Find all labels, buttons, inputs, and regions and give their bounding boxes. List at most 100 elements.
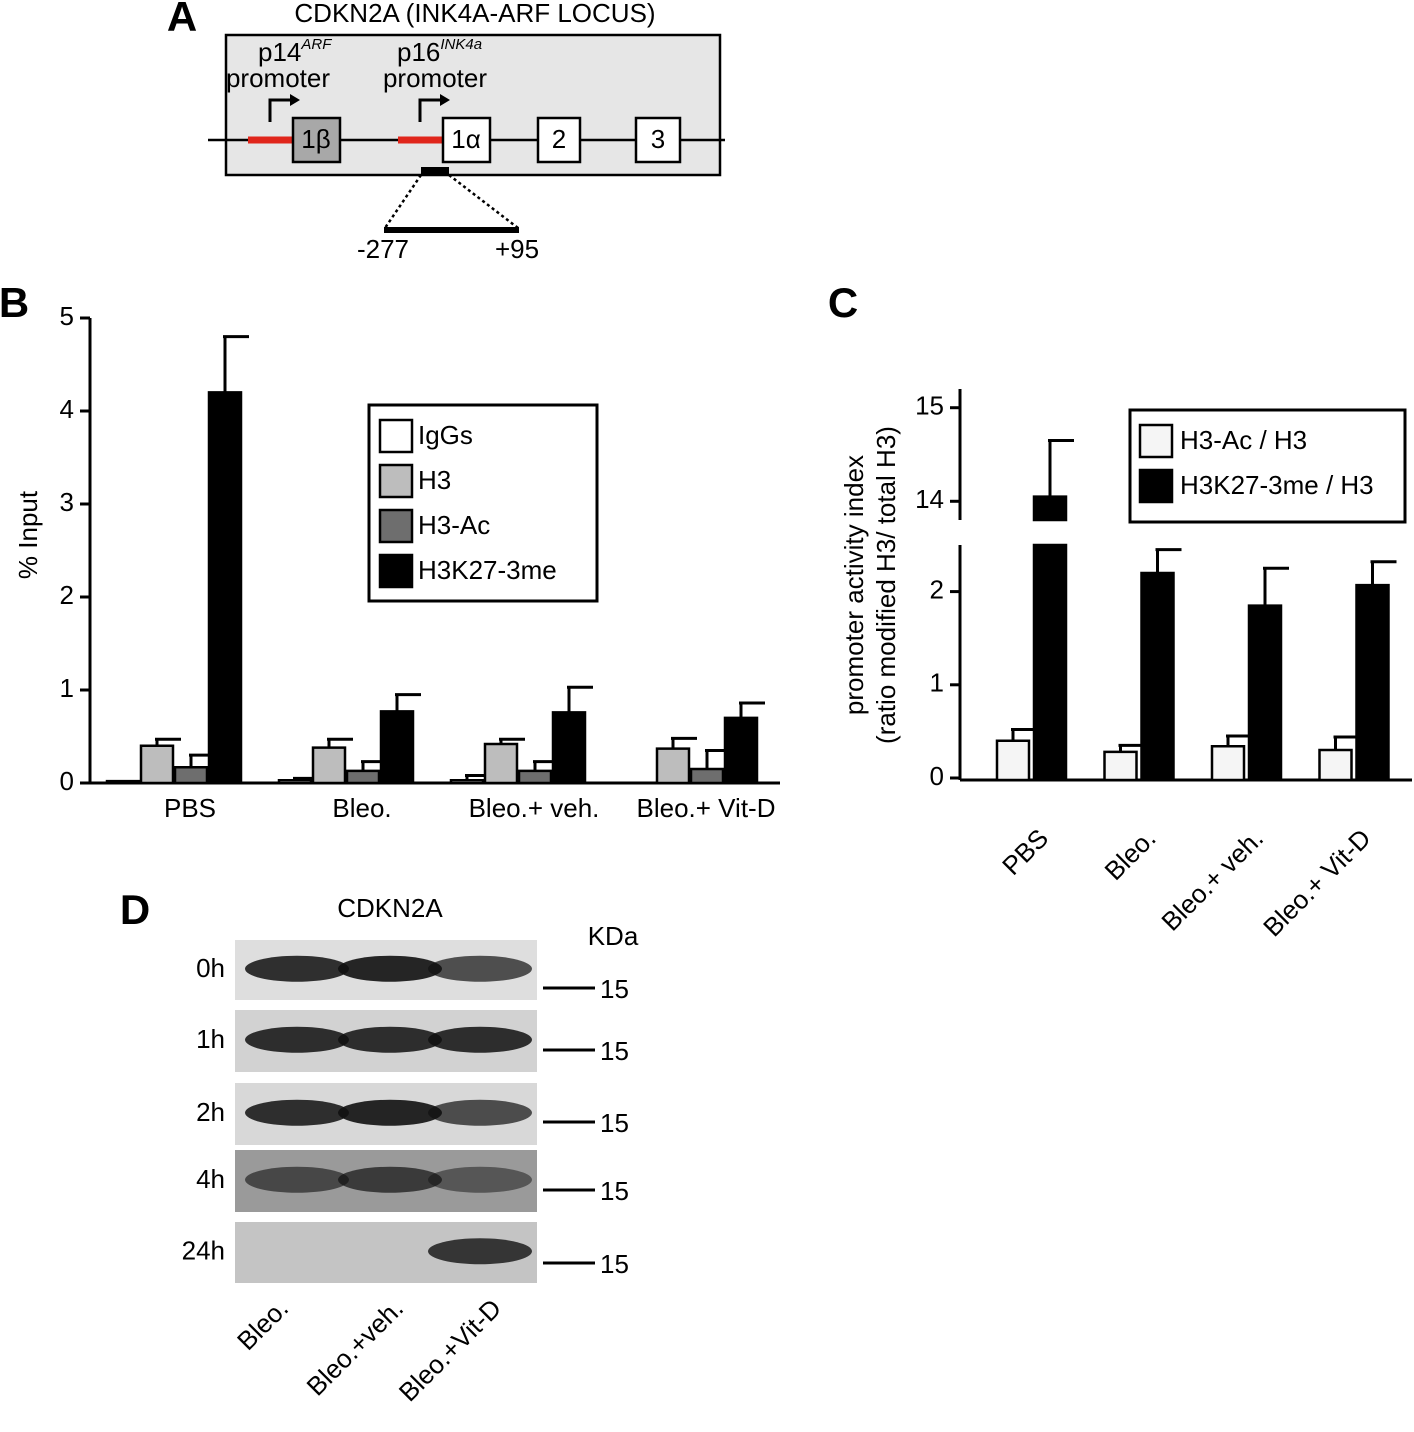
error-bar	[739, 701, 765, 718]
error-bar	[1118, 743, 1145, 752]
bar	[379, 710, 415, 785]
y-tick-label: 14	[915, 484, 944, 514]
locus-diagram: CDKN2A (INK4A-ARF LOCUS) 1β 1α 2 3 p14AR…	[208, 0, 725, 264]
protein-band	[428, 1026, 532, 1053]
tss-arrow	[418, 98, 442, 122]
y-axis-title: % Input	[13, 490, 43, 579]
superscript: INK4a	[440, 36, 482, 53]
legend-label: H3	[418, 465, 451, 495]
exon-label: 1β	[301, 124, 330, 154]
protein-band	[428, 955, 532, 982]
protein-band	[245, 1099, 349, 1126]
blot-title: CDKN2A	[337, 893, 443, 923]
y-tick-label: 1	[930, 668, 944, 698]
bar	[1103, 750, 1138, 782]
y-tick-label: 1	[60, 673, 74, 703]
y-tick-label: 0	[60, 766, 74, 796]
error-bar	[499, 737, 525, 744]
panel-label: A	[167, 0, 197, 40]
bar	[1318, 748, 1353, 782]
bar	[207, 391, 243, 785]
bar	[723, 716, 759, 785]
time-label: 24h	[182, 1235, 225, 1265]
time-label: 1h	[196, 1024, 225, 1054]
marker-label: 15	[600, 1036, 629, 1066]
superscript: ARF	[300, 36, 332, 53]
bar	[995, 739, 1031, 782]
marker-label: 15	[600, 1176, 629, 1206]
coordinate: +95	[495, 234, 539, 264]
promoter-label: promoter	[226, 63, 330, 93]
x-tick-label: PBS	[164, 793, 216, 823]
amplicon	[421, 167, 449, 175]
legend-label: H3-Ac	[418, 510, 490, 540]
panel-label: D	[120, 886, 150, 933]
y-tick-label: 2	[60, 580, 74, 610]
protein-band	[338, 955, 442, 982]
protein-band	[428, 1166, 532, 1193]
exon-label: 1α	[451, 124, 481, 154]
arrow-head	[440, 94, 450, 106]
bar	[689, 767, 725, 785]
time-label: 2h	[196, 1097, 225, 1127]
exon	[536, 116, 582, 164]
legend-swatch	[378, 508, 414, 544]
y-tick-label: 2	[930, 574, 944, 604]
y-axis-title: promoter activity index	[839, 455, 869, 715]
y-tick-label: 15	[915, 391, 944, 421]
exon-label: 2	[552, 124, 566, 154]
coordinate: -277	[357, 234, 409, 264]
legend-label: IgGs	[418, 420, 473, 450]
legend-swatch	[378, 418, 414, 454]
marker-label: 15	[600, 1108, 629, 1138]
protein-band	[428, 1099, 532, 1126]
panel-label: B	[0, 279, 29, 326]
legend-swatch	[1138, 468, 1174, 504]
bar	[105, 779, 141, 785]
bar	[449, 778, 485, 785]
bar	[1032, 495, 1068, 782]
marker-label: 15	[600, 1249, 629, 1279]
error-bar	[1048, 438, 1074, 497]
promoter-label: promoter	[383, 63, 487, 93]
exon	[634, 116, 682, 164]
exon	[441, 116, 492, 164]
bar	[483, 742, 519, 785]
legend-label: H3K27-3me	[418, 555, 557, 585]
y-tick-label: 3	[60, 487, 74, 517]
legend-swatch	[1138, 423, 1174, 459]
error-bar	[223, 335, 249, 393]
zoom-line	[383, 174, 423, 229]
error-bar	[1226, 734, 1252, 747]
marker-label: 15	[600, 974, 629, 1004]
protein-band	[338, 1166, 442, 1193]
tss-arrow	[268, 98, 292, 122]
promoter-name: p14ARF	[258, 36, 332, 67]
legend-swatch	[378, 463, 414, 499]
error-bar	[1011, 728, 1037, 741]
diagram-title: CDKN2A (INK4A-ARF LOCUS)	[294, 0, 655, 28]
bar	[1247, 604, 1283, 782]
y-axis-title: (ratio modified H3/ total H3)	[871, 426, 901, 744]
bar	[345, 769, 381, 785]
y-tick-label: 5	[60, 301, 74, 331]
bar	[173, 765, 209, 785]
charts: 0 1 2 3 4 5 % Input PBS Bleo. Bleo.+ veh. Bleo.+ V…	[13, 301, 1412, 942]
exon	[291, 116, 342, 164]
legend-label: H3K27-3me / H3	[1180, 470, 1374, 500]
bar	[1140, 571, 1175, 782]
time-label: 4h	[196, 1164, 225, 1194]
x-tick-label: Bleo.	[332, 793, 391, 823]
error-bar	[1263, 566, 1289, 606]
arrow-head	[290, 94, 300, 106]
protein-band	[245, 955, 349, 982]
protein-band	[245, 1166, 349, 1193]
bar	[1210, 745, 1246, 782]
panel-label: C	[828, 279, 858, 326]
bar	[139, 744, 175, 785]
bar	[551, 711, 587, 785]
bar	[655, 747, 691, 785]
gene-name: p16	[397, 37, 440, 67]
protein-band	[338, 1026, 442, 1053]
